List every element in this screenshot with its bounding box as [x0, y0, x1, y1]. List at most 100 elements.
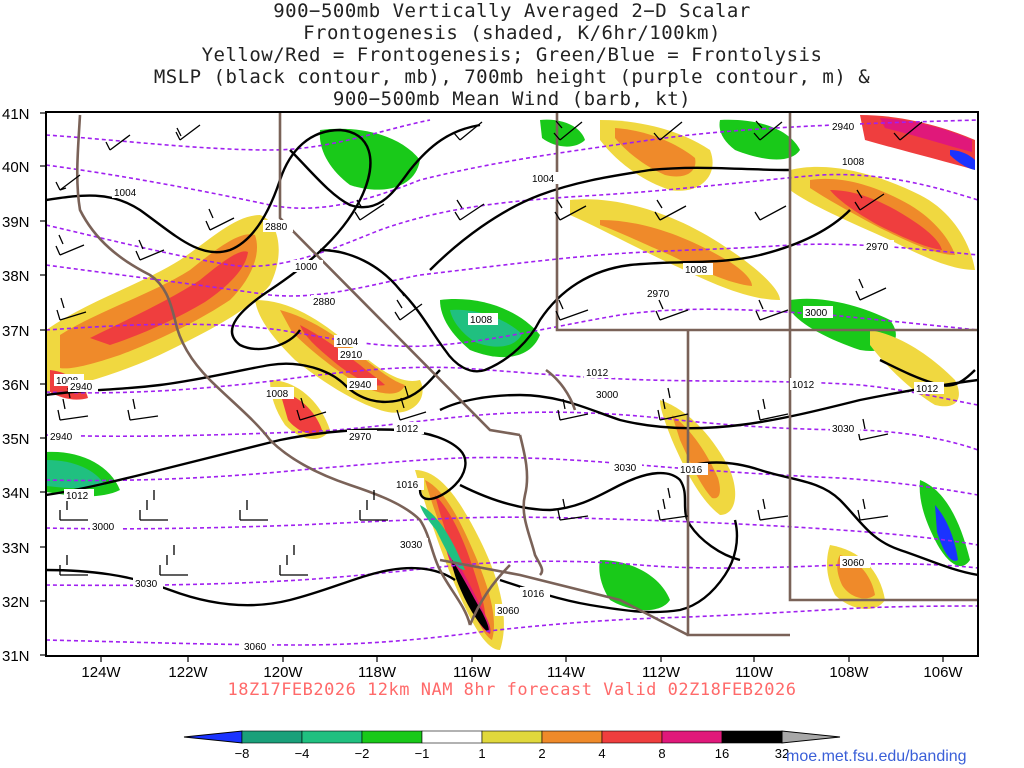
height-label: 3000 — [805, 308, 828, 319]
height-label: 3030 — [614, 463, 637, 474]
title-line-4: MSLP (black contour, mb), 700mb height (… — [153, 66, 871, 88]
height-label: 2940 — [349, 380, 372, 391]
colorbar-tick-label: 2 — [538, 746, 546, 761]
lat-label: 33N — [2, 540, 30, 557]
mslp-label: 1016 — [522, 589, 545, 600]
lat-label: 40N — [2, 159, 30, 176]
colorbar-swatch — [541, 730, 603, 744]
height-label: 3000 — [92, 522, 115, 533]
lat-label: 31N — [2, 648, 30, 665]
mslp-label: 1008 — [470, 315, 493, 326]
height-contours — [46, 119, 978, 646]
longitude-labels: 124W 122W 120W 118W 116W 114W 112W 110W … — [81, 664, 963, 681]
frontogenesis-shading — [46, 115, 975, 650]
wind-barbs — [55, 120, 923, 576]
mslp-label: 1008 — [842, 157, 865, 168]
forecast-valid-time: 18Z17FEB2026 12km NAM 8hr forecast Valid… — [227, 680, 797, 700]
height-label: 2970 — [647, 289, 670, 300]
title-line-1: 900−500mb Vertically Averaged 2−D Scalar — [273, 0, 751, 22]
lon-label: 112W — [642, 664, 681, 681]
mslp-label: 1016 — [396, 480, 419, 491]
height-label: 3030 — [832, 424, 855, 435]
mslp-label: 1012 — [792, 380, 815, 391]
colorbar-swatch — [361, 730, 423, 744]
height-label: 2940 — [50, 432, 73, 443]
lat-label: 34N — [2, 485, 30, 502]
colorbar-swatch — [481, 730, 543, 744]
colorbar — [183, 730, 841, 744]
height-label: 3060 — [244, 642, 267, 653]
colorbar-swatch — [301, 730, 363, 744]
colorbar-tick-label: −8 — [234, 746, 250, 761]
colorbar-swatch — [721, 730, 783, 744]
colorbar-max-arrow — [781, 730, 841, 744]
colorbar-swatch — [241, 730, 303, 744]
mslp-label: 1012 — [916, 384, 939, 395]
mslp-label: 1012 — [586, 368, 609, 379]
height-label: 3000 — [596, 390, 619, 401]
title-line-5: 900−500mb Mean Wind (barb, kt) — [332, 88, 692, 110]
lon-label: 108W — [829, 664, 869, 681]
height-label: 2970 — [349, 432, 372, 443]
mslp-label: 1012 — [66, 491, 89, 502]
mslp-label: 1004 — [114, 188, 137, 199]
colorbar-tick-label: −1 — [414, 746, 430, 761]
height-label: 3030 — [400, 540, 423, 551]
colorbar-tick-label: 4 — [598, 746, 606, 761]
map-field: 1004 1004 1000 1004 1008 1008 1008 1008 … — [46, 112, 978, 653]
colorbar-tick-label: −2 — [354, 746, 370, 761]
latitude-axis — [40, 112, 46, 656]
height-label: 3060 — [497, 606, 520, 617]
height-label: 2940 — [832, 122, 855, 133]
mslp-label: 1004 — [532, 174, 555, 185]
lat-label: 38N — [2, 268, 30, 285]
lon-label: 118W — [358, 664, 397, 681]
lat-label: 39N — [2, 214, 30, 231]
height-label: 2970 — [866, 242, 889, 253]
lon-label: 124W — [81, 664, 121, 681]
lat-label: 37N — [2, 323, 30, 340]
credit-url[interactable]: moe.met.fsu.edu/banding — [786, 748, 967, 765]
colorbar-tick-label: 16 — [714, 746, 730, 761]
height-label: 2880 — [313, 297, 336, 308]
mslp-label: 1016 — [680, 465, 703, 476]
lon-label: 110W — [735, 664, 774, 681]
colorbar-tick-label: 32 — [774, 746, 790, 761]
mslp-contours — [46, 123, 978, 614]
colorbar-swatch — [661, 730, 723, 744]
colorbar-swatch — [601, 730, 663, 744]
height-label: 2910 — [340, 350, 363, 361]
colorbar-tick-label: −4 — [294, 746, 310, 761]
lat-label: 41N — [2, 106, 30, 123]
height-label: 2940 — [70, 382, 93, 393]
height-label: 2880 — [265, 222, 288, 233]
political-borders — [75, 112, 978, 637]
colorbar-tick-label: 1 — [478, 746, 486, 761]
lon-label: 114W — [547, 664, 586, 681]
lon-label: 122W — [168, 664, 208, 681]
lon-label: 120W — [263, 664, 303, 681]
height-label: 3060 — [842, 558, 865, 569]
mslp-label: 1008 — [56, 376, 79, 387]
longitude-axis — [100, 656, 944, 662]
lon-label: 116W — [453, 664, 492, 681]
mslp-label: 1000 — [295, 262, 318, 273]
lat-label: 32N — [2, 594, 30, 611]
lat-label: 36N — [2, 377, 30, 394]
mslp-label: 1008 — [685, 265, 708, 276]
colorbar-tick-label: 8 — [658, 746, 666, 761]
mslp-label: 1004 — [336, 337, 359, 348]
height-label: 3030 — [135, 579, 158, 590]
mslp-labels: 1004 1004 1000 1004 1008 1008 1008 1008 … — [54, 155, 944, 600]
mslp-label: 1008 — [266, 389, 289, 400]
colorbar-swatch — [421, 730, 483, 744]
title-line-3: Yellow/Red = Frontogenesis; Green/Blue =… — [201, 44, 823, 66]
colorbar-min-arrow — [183, 730, 243, 744]
latitude-labels: 41N 40N 39N 38N 37N 36N 35N 34N 33N 32N … — [2, 106, 30, 665]
lat-label: 35N — [2, 431, 30, 448]
mslp-label: 1012 — [396, 424, 419, 435]
title-line-2: Frontogenesis (shaded, K/6hr/100km) — [303, 22, 721, 44]
height-labels: 2940 2880 2880 2910 2940 2970 2970 2940 … — [48, 120, 894, 653]
lon-label: 106W — [923, 664, 963, 681]
